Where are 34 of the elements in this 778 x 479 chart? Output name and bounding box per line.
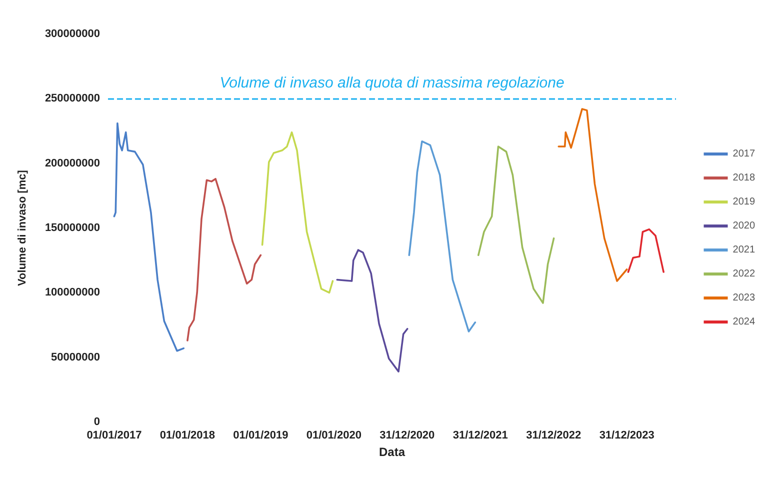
line-series <box>261 131 334 294</box>
y-tick-label: 150000000 <box>44 222 100 234</box>
line-series <box>558 108 628 282</box>
legend-label: 2020 <box>732 220 756 232</box>
y-tick-label: 0 <box>94 416 100 428</box>
y-tick-label: 250000000 <box>44 92 100 105</box>
x-tick-label: 01/01/2018 <box>160 430 215 442</box>
legend-label: 2022 <box>732 268 756 280</box>
x-tick-label: 01/01/2020 <box>306 430 362 442</box>
y-tick-label: 50000000 <box>51 351 100 364</box>
x-tick-label: 31/12/2023 <box>599 430 654 442</box>
x-tick-label: 01/01/2017 <box>86 430 142 442</box>
y-tick-label: 100000000 <box>44 286 100 299</box>
legend-label: 2023 <box>732 292 756 304</box>
y-axis-title: Volume di invaso [mc] <box>16 170 28 286</box>
y-tick-label: 300000000 <box>44 28 100 40</box>
legend-label: 2018 <box>732 172 756 184</box>
x-tick-label: 01/01/2019 <box>233 430 288 442</box>
line-series <box>408 140 476 332</box>
x-tick-label: 31/12/2021 <box>452 430 508 442</box>
x-axis-title: Data <box>378 445 406 459</box>
line-series <box>113 122 185 352</box>
x-tick-label: 31/12/2022 <box>526 430 582 442</box>
line-series <box>336 249 408 372</box>
legend-label: 2017 <box>732 148 756 160</box>
legend-label: 2021 <box>732 244 756 256</box>
legend-label: 2024 <box>732 316 756 328</box>
line-series <box>627 228 664 273</box>
x-tick-label: 31/12/2020 <box>380 430 435 442</box>
ref-line-label: Volume di invaso alla quota di massima regolazione <box>220 74 564 92</box>
y-tick-label: 200000000 <box>44 157 100 170</box>
legend-label: 2019 <box>732 196 756 208</box>
line-series <box>477 146 555 304</box>
line-series <box>186 178 262 342</box>
